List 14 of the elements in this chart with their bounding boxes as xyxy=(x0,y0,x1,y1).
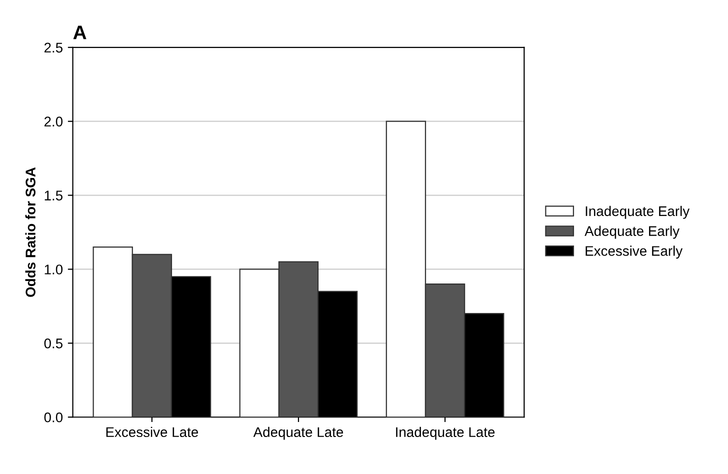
legend-label: Adequate Early xyxy=(584,226,680,239)
legend-label: Excessive Early xyxy=(586,246,683,259)
y-tick-label: 1.0 xyxy=(44,264,63,274)
chart-title: A xyxy=(73,26,86,40)
y-tick-label: 0.0 xyxy=(44,412,63,422)
y-tick-label: 0.5 xyxy=(44,338,62,348)
x-tick-label: Excessive Late xyxy=(106,426,198,438)
x-tick-label: Adequate Late xyxy=(253,426,344,440)
y-tick-label: 2.5 xyxy=(44,42,62,53)
y-tick-label: 2.0 xyxy=(44,116,63,127)
y-tick-label: 1.5 xyxy=(44,190,62,200)
legend-label: Inadequate Early xyxy=(586,206,690,219)
x-tick-label: Inadequate Late xyxy=(396,426,495,440)
y-axis-title: Odds Ratio for SGA xyxy=(25,167,36,297)
